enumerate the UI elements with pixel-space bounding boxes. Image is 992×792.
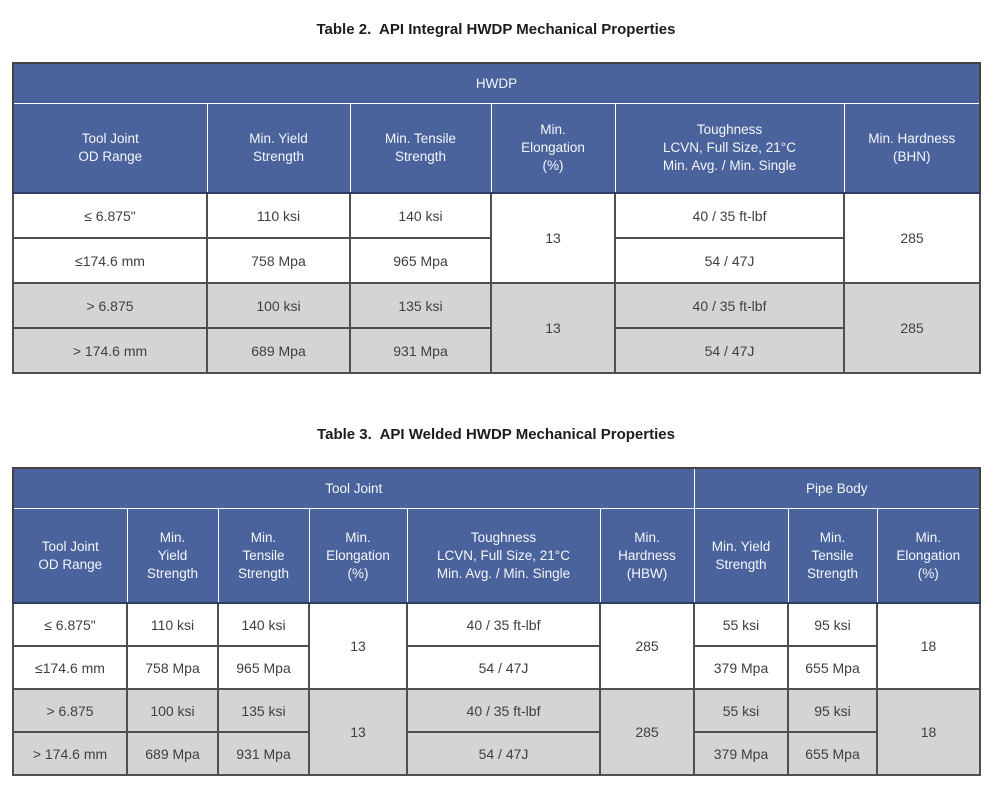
table2-row-small-od-imperial: ≤ 6.875" 110 ksi 140 ksi 13 40 / 35 ft-l… <box>12 192 981 284</box>
table2-title: Table 2. API Integral HWDP Mechanical Pr… <box>316 21 676 38</box>
cell-tj-tensile: 965 Mpa <box>217 645 310 690</box>
cell-od-range: ≤174.6 mm <box>12 645 128 690</box>
table3-title: Table 3. API Welded HWDP Mechanical Prop… <box>317 426 675 443</box>
table2-column-header-row: Tool Joint OD Range Min. Yield Strength … <box>12 103 981 194</box>
cell-tj-tensile: 931 Mpa <box>217 731 310 776</box>
cell-yield-strength: 689 Mpa <box>206 327 351 374</box>
table3-group-header-row: Tool Joint Pipe Body <box>12 467 981 509</box>
cell-toughness: 54 / 47J <box>406 645 601 690</box>
cell-toughness: 40 / 35 ft-lbf <box>406 688 601 733</box>
cell-od-range: > 174.6 mm <box>12 327 208 374</box>
cell-pb-elongation: 18 <box>876 688 982 776</box>
table2-integral-hwdp: HWDP Tool Joint OD Range Min. Yield Stre… <box>12 62 981 374</box>
cell-pb-yield: 55 ksi <box>693 602 790 647</box>
cell-pb-tensile: 655 Mpa <box>787 645 879 690</box>
cell-od-range: ≤ 6.875" <box>12 602 128 647</box>
table3-row-large-od-metric: > 174.6 mm 689 Mpa 931 Mpa 54 / 47J 379 … <box>12 731 980 776</box>
table2-group-header-row: HWDP <box>12 62 981 104</box>
cell-pb-yield: 379 Mpa <box>693 731 790 776</box>
table2-col-header-hardness: Min. Hardness (BHN) <box>843 103 981 194</box>
cell-od-range: ≤174.6 mm <box>12 237 208 284</box>
table3-column-header-row: Tool Joint OD Range Min. Yield Strength … <box>12 508 981 604</box>
cell-pb-tensile: 655 Mpa <box>787 731 879 776</box>
cell-tj-yield: 100 ksi <box>126 688 219 733</box>
table2-col-header-tensile-strength: Min. Tensile Strength <box>349 103 492 194</box>
table3-col-header-toughness: Toughness LCVN, Full Size, 21°C Min. Avg… <box>406 508 601 604</box>
cell-toughness: 54 / 47J <box>614 237 845 284</box>
table2-row-large-od-imperial: > 6.875 100 ksi 135 ksi 13 40 / 35 ft-lb… <box>12 282 981 374</box>
cell-tensile-strength: 135 ksi <box>349 282 492 329</box>
cell-elongation: 13 <box>490 192 616 284</box>
cell-pb-elongation: 18 <box>876 602 982 690</box>
cell-elongation: 13 <box>490 282 616 374</box>
table3-col-header-pb-tensile: Min. Tensile Strength <box>787 508 878 604</box>
table2-row-small-od-metric: ≤174.6 mm 758 Mpa 965 Mpa 54 / 47J <box>12 237 980 284</box>
cell-od-range: ≤ 6.875" <box>12 192 208 239</box>
cell-tj-yield: 110 ksi <box>126 602 219 647</box>
table2-col-header-od-range: Tool Joint OD Range <box>12 103 208 194</box>
cell-tj-yield: 689 Mpa <box>126 731 219 776</box>
table3-group-header-pipe-body: Pipe Body <box>693 467 981 509</box>
cell-hardness: 285 <box>598 602 696 690</box>
cell-hardness: 285 <box>843 282 981 374</box>
cell-tensile-strength: 965 Mpa <box>349 237 492 284</box>
table3-group-header-tool-joint: Tool Joint <box>12 467 695 509</box>
cell-tj-yield: 758 Mpa <box>126 645 219 690</box>
cell-pb-tensile: 95 ksi <box>787 602 879 647</box>
table3-row-small-od-metric: ≤174.6 mm 758 Mpa 965 Mpa 54 / 47J 379 M… <box>12 645 980 690</box>
table3-row-large-od-imperial: > 6.875 100 ksi 135 ksi 13 40 / 35 ft-lb… <box>12 688 982 776</box>
cell-od-range: > 6.875 <box>12 688 128 733</box>
cell-tj-elongation: 13 <box>308 688 408 776</box>
cell-yield-strength: 110 ksi <box>206 192 351 239</box>
cell-tj-elongation: 13 <box>308 602 408 690</box>
table3-col-header-od-range: Tool Joint OD Range <box>12 508 128 604</box>
table3-col-header-pb-elongation: Min. Elongation (%) <box>876 508 981 604</box>
cell-pb-yield: 379 Mpa <box>693 645 790 690</box>
cell-tensile-strength: 140 ksi <box>349 192 492 239</box>
table2-col-header-elongation: Min. Elongation (%) <box>490 103 616 194</box>
cell-toughness: 40 / 35 ft-lbf <box>406 602 601 647</box>
cell-od-range: > 6.875 <box>12 282 208 329</box>
table2-col-header-yield-strength: Min. Yield Strength <box>206 103 351 194</box>
table3-col-header-tj-tensile: Min. Tensile Strength <box>217 508 310 604</box>
cell-toughness: 40 / 35 ft-lbf <box>614 282 845 329</box>
cell-tj-tensile: 135 ksi <box>217 688 310 733</box>
cell-pb-tensile: 95 ksi <box>787 688 879 733</box>
table3-col-header-tj-elongation: Min. Elongation (%) <box>308 508 408 604</box>
cell-yield-strength: 758 Mpa <box>206 237 351 284</box>
cell-yield-strength: 100 ksi <box>206 282 351 329</box>
table2-group-header-hwdp: HWDP <box>12 62 981 104</box>
table3-welded-hwdp: Tool Joint Pipe Body Tool Joint OD Range… <box>12 467 982 776</box>
cell-hardness: 285 <box>843 192 981 284</box>
table3-row-small-od-imperial: ≤ 6.875" 110 ksi 140 ksi 13 40 / 35 ft-l… <box>12 602 982 690</box>
table2-col-header-toughness: Toughness LCVN, Full Size, 21°C Min. Avg… <box>614 103 845 194</box>
cell-od-range: > 174.6 mm <box>12 731 128 776</box>
cell-tj-tensile: 140 ksi <box>217 602 310 647</box>
table2-row-large-od-metric: > 174.6 mm 689 Mpa 931 Mpa 54 / 47J <box>12 327 980 374</box>
cell-pb-yield: 55 ksi <box>693 688 790 733</box>
table3-col-header-tj-yield: Min. Yield Strength <box>126 508 219 604</box>
cell-hardness: 285 <box>598 688 696 776</box>
table3-col-header-pb-yield: Min. Yield Strength <box>693 508 789 604</box>
cell-toughness: 54 / 47J <box>406 731 601 776</box>
cell-tensile-strength: 931 Mpa <box>349 327 492 374</box>
cell-toughness: 54 / 47J <box>614 327 845 374</box>
cell-toughness: 40 / 35 ft-lbf <box>614 192 845 239</box>
table3-col-header-hardness: Min. Hardness (HBW) <box>599 508 695 604</box>
